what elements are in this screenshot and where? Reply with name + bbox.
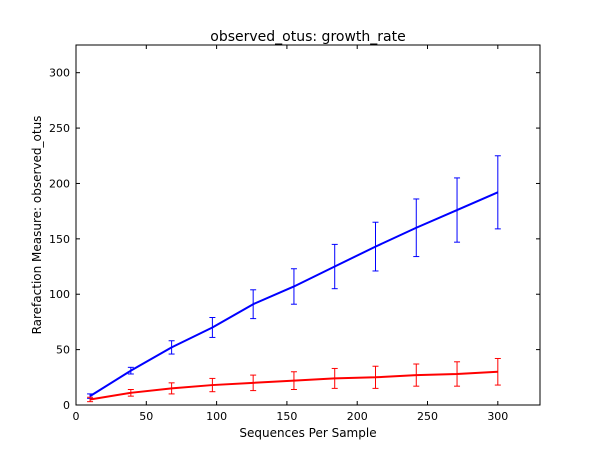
chart-title: observed_otus: growth_rate	[210, 29, 405, 45]
series-line-2	[89, 370, 498, 401]
y-tick-label: 100	[49, 288, 70, 301]
x-tick-label: 100	[206, 410, 227, 423]
y-tick-label: 150	[49, 233, 70, 246]
x-axis-label: Sequences Per Sample	[239, 426, 376, 440]
y-tick-label: 250	[49, 122, 70, 135]
y-tick-label: 200	[49, 177, 70, 190]
x-tick-label: 250	[417, 410, 438, 423]
x-tick-label: 150	[276, 410, 297, 423]
y-axis-label: Rarefaction Measure: observed_otus	[30, 116, 44, 335]
x-tick-label: 300	[487, 410, 508, 423]
x-tick-label: 0	[73, 410, 80, 423]
y-tick-label: 50	[56, 344, 70, 357]
x-tick-label: 200	[347, 410, 368, 423]
series-line-1	[89, 191, 499, 397]
plot-frame	[75, 44, 541, 406]
x-tick-label: 50	[139, 410, 153, 423]
y-tick-label: 0	[63, 399, 70, 412]
y-tick-label: 300	[49, 67, 70, 80]
